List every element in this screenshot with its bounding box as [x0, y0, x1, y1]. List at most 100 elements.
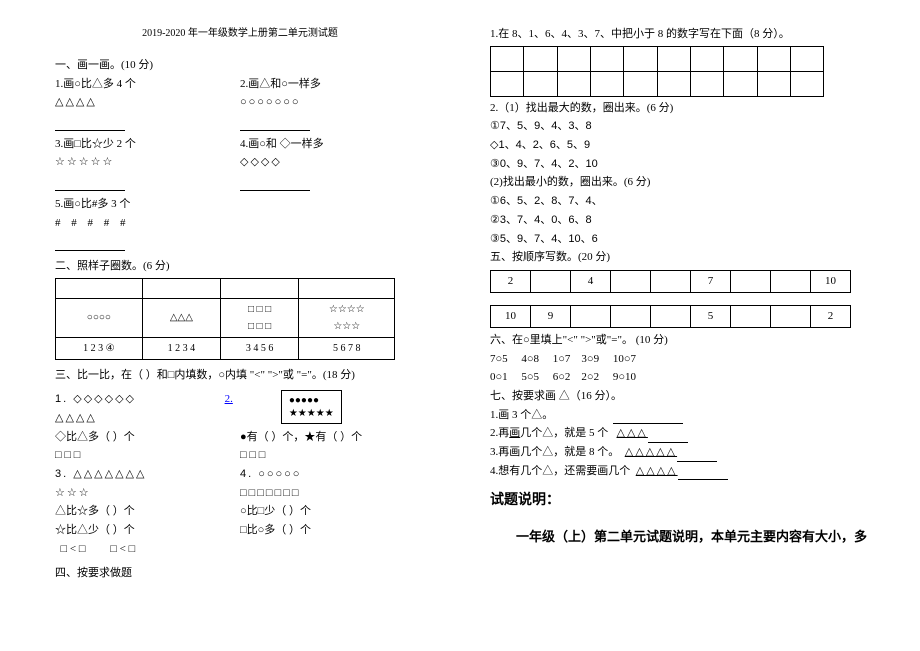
cell: ☆☆☆☆☆☆☆: [299, 298, 395, 337]
cell: 2: [811, 305, 851, 327]
q3-line: 3. △△△△△△△: [55, 465, 240, 484]
cell: [611, 305, 651, 327]
q2-link[interactable]: 2.: [225, 393, 233, 405]
q2-comp: ●有（ ）个，★有（ ）个: [240, 431, 362, 443]
page-title: 2019-2020 年一年级数学上册第二单元测试题: [55, 25, 425, 42]
cell: 5 6 7 8: [299, 337, 395, 359]
q3-stars: ☆☆☆: [55, 484, 240, 503]
q5-shapes: # # # # #: [55, 214, 425, 233]
q3: 3.画□比☆少 2 个 ☆☆☆☆☆: [55, 135, 240, 191]
line: ③5、9、7、4、10、6: [490, 230, 870, 249]
section-4-heading: 四、按要求做题: [55, 564, 425, 583]
d1: 1.画 3 个△。: [490, 406, 870, 425]
line: ③0、9、7、4、2、10: [490, 155, 870, 174]
q4: 4.画○和 ◇一样多 ◇◇◇◇: [240, 135, 425, 191]
cell: [771, 305, 811, 327]
cell: [771, 270, 811, 292]
cell: [531, 270, 571, 292]
cell: 3 4 5 6: [220, 337, 298, 359]
stars: ★★★★★: [289, 407, 334, 420]
q1-comp: ◇比△多（ ）个: [55, 431, 135, 443]
blank: [613, 412, 683, 424]
cell: 4: [571, 270, 611, 292]
blank: [240, 119, 310, 131]
blank: [678, 468, 728, 480]
blank: [648, 431, 688, 443]
explain-body: 一年级（上）第二单元试题说明，本单元主要内容有大小，多: [490, 526, 870, 548]
section-1: 一、画一画。(10 分) 1.画○比△多 4 个 △△△△ 2.画△和○一样多 …: [55, 56, 425, 251]
q5-text: 5.画○比#多 3 个: [55, 195, 425, 214]
q1-l2: △△△△: [55, 409, 225, 428]
q3-text: 3.画□比☆少 2 个: [55, 135, 240, 154]
blank: [55, 179, 125, 191]
left-column: 2019-2020 年一年级数学上册第二单元测试题 一、画一画。(10 分) 1…: [0, 0, 460, 651]
blank: [677, 450, 717, 462]
sec2-heading: 二、照样子圈数。(6 分): [55, 257, 425, 276]
q4-boxes: □□□□□□□: [240, 484, 425, 503]
cell: [731, 270, 771, 292]
cell: 1 2 3 ④: [56, 337, 143, 359]
d4: 4.想有几个△，还需要画几个 △△△△: [490, 462, 870, 481]
q4-text: 4.画○和 ◇一样多: [240, 135, 425, 154]
blank: [240, 179, 310, 191]
answer-grid: [490, 46, 824, 97]
cell: 9: [531, 305, 571, 327]
right-column: 1.在 8、1、6、4、3、7、中把小于 8 的数字写在下面（8 分）。 2.（…: [460, 0, 920, 651]
q1-text: 1.画○比△多 4 个: [55, 75, 240, 94]
sec5-heading: 五、按顺序写数。(20 分): [490, 248, 870, 267]
final-compare: □ < □ □ < □: [55, 540, 425, 559]
sec6-heading: 六、在○里填上"<" ">"或"="。 (10 分): [490, 331, 870, 350]
q2-text: 2.画△和○一样多: [240, 75, 425, 94]
line: ①6、5、2、8、7、4、: [490, 192, 870, 211]
dots: ●●●●●: [289, 394, 334, 407]
q3-c2: ☆比△少（ ）个: [55, 521, 240, 540]
seq-table-1: 2 4 7 10: [490, 270, 851, 293]
q1-shapes: △△△△: [55, 93, 240, 112]
cell: [571, 305, 611, 327]
cell: [651, 305, 691, 327]
r-q2-2: (2)找出最小的数，圈出来。(6 分): [490, 173, 870, 192]
comp-row-2: 0○1 5○5 6○2 2○2 9○10: [490, 368, 870, 387]
cell: 10: [811, 270, 851, 292]
line: ◇1、4、2、6、5、9: [490, 136, 870, 155]
r-q1: 1.在 8、1、6、4、3、7、中把小于 8 的数字写在下面（8 分）。: [490, 25, 870, 44]
q4-c1: ○比□少（ ）个: [240, 502, 425, 521]
q4-line: 4. ○○○○○: [240, 465, 425, 484]
cell: 5: [691, 305, 731, 327]
q2-boxes: □ □ □: [240, 446, 425, 465]
r-q2-1: 2.（1）找出最大的数，圈出来。(6 分): [490, 99, 870, 118]
section-2: 二、照样子圈数。(6 分) ○○○○ △△△ □ □ □□ □ □ ☆☆☆☆☆☆…: [55, 257, 425, 360]
q4-shapes: ◇◇◇◇: [240, 153, 425, 172]
d2: 2.再画几个△，就是 5 个 △△△: [490, 424, 870, 443]
blank: [55, 119, 125, 131]
q3-shapes: ☆☆☆☆☆: [55, 153, 240, 172]
q5: 5.画○比#多 3 个 # # # # #: [55, 195, 425, 251]
sec7-heading: 七、按要求画 △（16 分）。: [490, 387, 870, 406]
q2-shapes: ○○○○○○○: [240, 93, 425, 112]
cell: [731, 305, 771, 327]
seq-table-2: 10 9 5 2: [490, 305, 851, 328]
cell: △△△: [142, 298, 220, 337]
cell: ○○○○: [56, 298, 143, 337]
q1-boxes: □ □ □: [55, 446, 240, 465]
blank: [55, 239, 125, 251]
cell: 10: [491, 305, 531, 327]
d3: 3.再画几个△，就是 8 个。 △△△△△: [490, 443, 870, 462]
sec3-heading: 三、比一比，在（ ）和□内填数，○内填 "<" ">"或 "="。(18 分): [55, 366, 425, 385]
cell: 2: [491, 270, 531, 292]
q2: 2.画△和○一样多 ○○○○○○○: [240, 75, 425, 131]
dot-box: ●●●●● ★★★★★: [281, 390, 342, 424]
cell: [651, 270, 691, 292]
q1-l1: 1. ◇◇◇◇◇◇: [55, 390, 225, 409]
comp-row-1: 7○5 4○8 1○7 3○9 10○7: [490, 350, 870, 369]
cell: 1 2 3 4: [142, 337, 220, 359]
cell: [611, 270, 651, 292]
q4-c2: □比○多（ ）个: [240, 521, 425, 540]
q3-c1: △比☆多（ ）个: [55, 502, 240, 521]
explain-heading: 试题说明：: [490, 488, 870, 512]
line: ①7、5、9、4、3、8: [490, 117, 870, 136]
circle-table: ○○○○ △△△ □ □ □□ □ □ ☆☆☆☆☆☆☆ 1 2 3 ④ 1 2 …: [55, 278, 395, 360]
cell: 7: [691, 270, 731, 292]
line: ②3、7、4、0、6、8: [490, 211, 870, 230]
q1: 1.画○比△多 4 个 △△△△: [55, 75, 240, 131]
